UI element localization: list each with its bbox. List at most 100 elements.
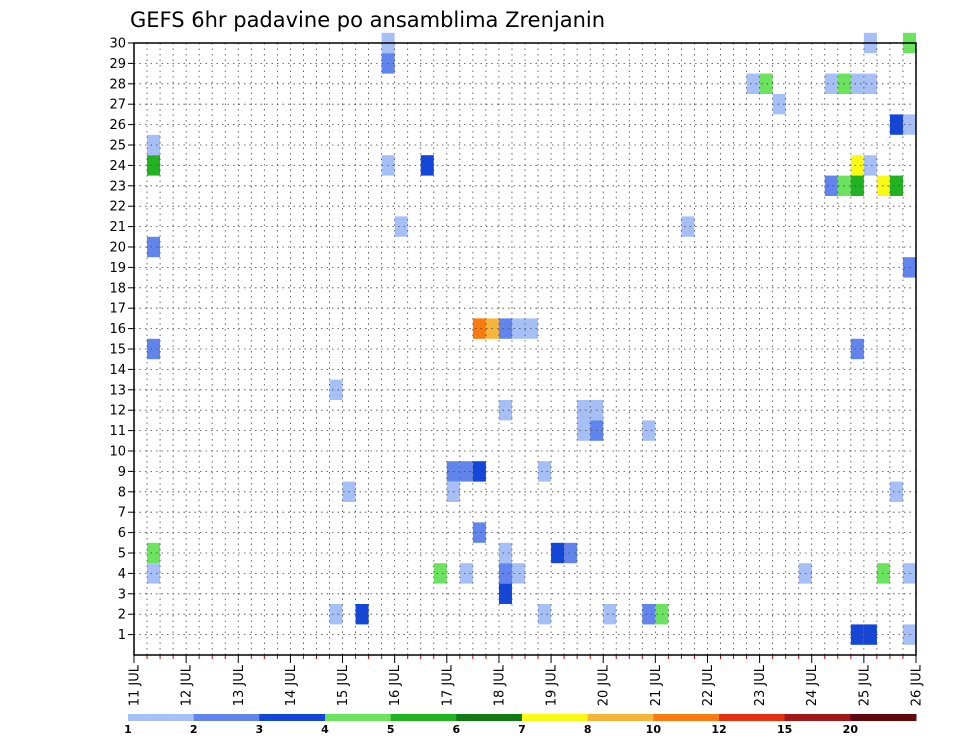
heat-cell	[759, 73, 773, 94]
heat-cell	[538, 604, 552, 625]
heat-cell	[564, 542, 578, 564]
heat-cell	[511, 318, 525, 339]
heat-cell	[902, 114, 916, 135]
x-tick-label: 11 JUL	[128, 664, 143, 706]
heat-cell	[459, 461, 473, 482]
heat-cell	[889, 114, 903, 135]
heat-cell	[850, 175, 864, 196]
heat-cell	[498, 563, 512, 584]
heat-cell	[642, 420, 656, 441]
x-tick-label: 17 JUL	[440, 664, 455, 706]
heat-cell	[329, 379, 343, 400]
y-tick-label: 14	[109, 363, 126, 378]
legend-swatch	[456, 714, 523, 721]
heat-cell	[902, 624, 916, 645]
heat-cell	[498, 542, 512, 564]
heat-cell	[824, 175, 838, 196]
y-tick-label: 22	[109, 200, 126, 215]
heat-cell	[433, 563, 447, 584]
grid-layer	[133, 42, 917, 655]
y-tick-label: 19	[109, 261, 126, 276]
legend-label: 3	[256, 723, 264, 736]
legend-swatch	[193, 714, 260, 721]
legend-label: 8	[584, 723, 592, 736]
heat-cell	[147, 338, 161, 360]
heat-cell	[850, 624, 864, 645]
x-tick-label: 19 JUL	[545, 664, 560, 706]
x-tick-label: 13 JUL	[232, 664, 247, 706]
x-tick-label: 18 JUL	[492, 664, 507, 706]
x-tick-label: 14 JUL	[284, 664, 299, 706]
heat-cell	[850, 338, 864, 360]
heat-cell	[772, 94, 786, 115]
legend-label: 2	[190, 723, 198, 736]
x-tick-label: 23 JUL	[753, 664, 768, 706]
y-tick-label: 25	[109, 139, 126, 154]
legend-label: 10	[646, 723, 662, 736]
x-tick-label: 25 JUL	[857, 664, 872, 706]
color-legend: 1 2 3 4 5 6 7 8 10 12 15 20	[124, 714, 917, 736]
heat-cell	[577, 400, 591, 421]
y-tick-label: 9	[118, 465, 126, 480]
heat-cell	[863, 155, 877, 176]
heat-cell	[655, 604, 669, 625]
heat-cell	[355, 604, 369, 625]
heat-cell	[642, 604, 656, 625]
heat-cell	[459, 563, 473, 584]
y-tick-label: 8	[118, 485, 126, 500]
legend-swatch	[259, 714, 326, 721]
heat-cell	[498, 583, 512, 604]
legend-label: 7	[518, 723, 526, 736]
legend-label: 20	[843, 723, 859, 736]
y-tick-label: 18	[109, 281, 126, 296]
x-tick-label: 15 JUL	[336, 664, 351, 706]
legend-swatch	[784, 714, 851, 721]
heat-cell	[538, 461, 552, 482]
x-axis: 11 JUL 12 JUL 13 JUL 14 JUL 15 JUL 16 JUL 17 J…	[128, 655, 925, 706]
y-tick-label: 10	[109, 445, 126, 460]
heat-cell	[863, 73, 877, 94]
heat-cell	[902, 257, 916, 278]
legend-label: 1	[124, 723, 132, 736]
y-tick-label: 1	[118, 628, 126, 643]
heat-cell	[147, 134, 161, 156]
heat-cell	[511, 563, 525, 584]
x-tick-label: 20 JUL	[597, 664, 612, 706]
cells-layer	[147, 32, 916, 645]
heat-cell	[498, 318, 512, 339]
y-tick-label: 12	[109, 404, 126, 419]
heat-cell	[863, 624, 877, 645]
legend-swatch	[719, 714, 786, 721]
heat-cell	[472, 318, 486, 339]
y-tick-label: 21	[109, 220, 126, 235]
heat-cell	[850, 73, 864, 94]
heat-cell	[147, 542, 161, 564]
y-tick-label: 15	[109, 343, 126, 358]
legend-label: 4	[321, 723, 329, 736]
heat-cell	[577, 420, 591, 441]
heat-cell	[889, 481, 903, 502]
y-axis: 1234567891011121314151617181920212223242…	[109, 37, 134, 643]
heat-cell	[472, 522, 486, 543]
legend-swatch	[325, 714, 392, 721]
legend-swatch	[587, 714, 654, 721]
x-tick-label: 24 JUL	[805, 664, 820, 706]
x-tick-label: 26 JUL	[910, 664, 925, 706]
heat-cell	[147, 155, 161, 176]
heat-cell	[902, 563, 916, 584]
heat-cell	[681, 216, 695, 237]
legend-swatch	[850, 714, 917, 721]
chart-title: GEFS 6hr padavine po ansamblima Zrenjani…	[130, 8, 605, 32]
y-tick-label: 13	[109, 383, 126, 398]
x-tick-label: 21 JUL	[649, 664, 664, 706]
legend-label: 6	[453, 723, 461, 736]
y-tick-label: 30	[109, 37, 126, 52]
heat-cell	[329, 604, 343, 625]
heat-cell	[525, 318, 539, 339]
y-tick-label: 23	[109, 179, 126, 194]
legend-label: 15	[777, 723, 792, 736]
plot-frame	[133, 42, 917, 656]
y-tick-label: 11	[109, 424, 126, 439]
heat-cell	[147, 563, 161, 584]
